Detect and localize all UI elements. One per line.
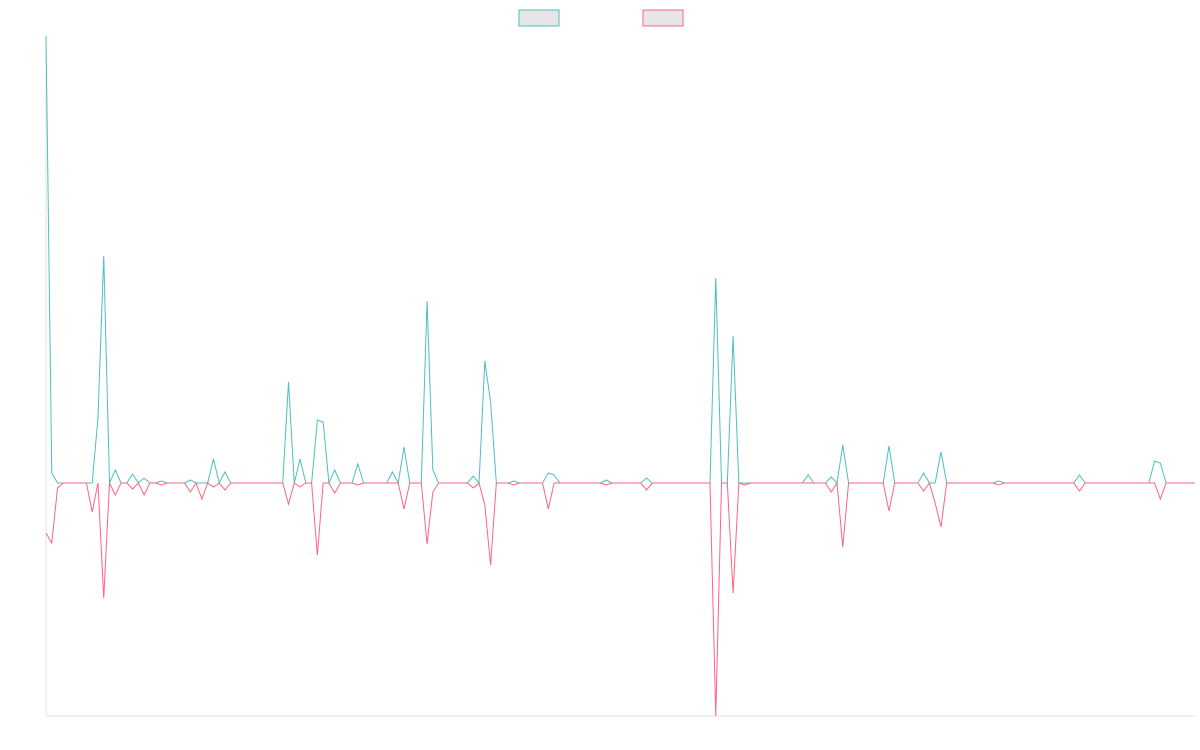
- data-line: [45, 35, 1195, 485]
- legend-swatch: [642, 9, 684, 27]
- data-line: [45, 481, 1195, 717]
- legend-swatch: [518, 9, 560, 27]
